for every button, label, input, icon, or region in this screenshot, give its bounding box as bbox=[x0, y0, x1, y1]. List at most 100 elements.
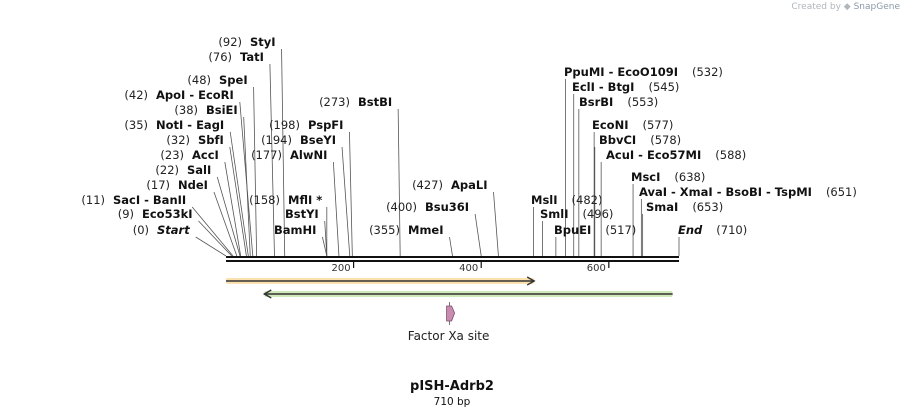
site-position-11: (9) bbox=[118, 207, 134, 221]
site-label-30[interactable]: SmlI bbox=[540, 207, 569, 221]
site-position-32: (638) bbox=[674, 170, 705, 184]
site-line-18 bbox=[322, 236, 328, 257]
site-label-14[interactable]: BseYI bbox=[300, 133, 336, 147]
sequence-length: 710 bp bbox=[434, 396, 471, 408]
site-position-34: (653) bbox=[692, 200, 723, 214]
site-line-9 bbox=[213, 191, 238, 257]
site-position-0: (92) bbox=[218, 35, 242, 49]
site-line-14 bbox=[341, 146, 351, 257]
site-line-22 bbox=[493, 191, 499, 257]
site-position-31: (517) bbox=[605, 223, 636, 237]
site-line-21 bbox=[474, 213, 482, 257]
site-label-7[interactable]: AccI bbox=[192, 148, 219, 162]
reverse-feature-arrowhead-icon bbox=[262, 289, 272, 299]
site-label-35[interactable]: End bbox=[678, 223, 703, 237]
ruler-tick-label-1: 400 bbox=[459, 263, 478, 274]
site-label-12[interactable]: Start bbox=[157, 223, 190, 237]
site-line-11 bbox=[198, 220, 233, 257]
site-label-23[interactable]: PpuMI - EcoO109I bbox=[564, 65, 678, 79]
site-label-8[interactable]: SalI bbox=[187, 163, 211, 177]
ruler: 200 400 600 bbox=[332, 262, 610, 274]
site-label-33[interactable]: AvaI - XmaI - BsoBI - TspMI bbox=[639, 185, 812, 199]
site-position-12: (0) bbox=[133, 223, 149, 237]
ruler-tick-label-2: 600 bbox=[587, 263, 606, 274]
site-position-10: (11) bbox=[81, 193, 105, 207]
site-position-28: (588) bbox=[715, 148, 746, 162]
site-line-0 bbox=[281, 48, 286, 257]
site-label-24[interactable]: EclI - BtgI bbox=[572, 80, 634, 94]
site-label-31[interactable]: BpuEI bbox=[554, 223, 591, 237]
site-line-4 bbox=[243, 116, 251, 257]
site-position-27: (578) bbox=[650, 133, 681, 147]
forward-feature-arrowhead-icon bbox=[526, 276, 536, 286]
site-label-20[interactable]: MmeI bbox=[408, 223, 444, 237]
site-line-5 bbox=[229, 131, 249, 257]
site-position-15: (177) bbox=[251, 148, 282, 162]
site-line-2 bbox=[253, 86, 258, 257]
site-label-11[interactable]: Eco53kI bbox=[142, 207, 193, 221]
site-label-28[interactable]: AcuI - Eco57MI bbox=[606, 148, 701, 162]
site-label-5[interactable]: NotI - EagI bbox=[156, 118, 224, 132]
site-label-21[interactable]: Bsu36I bbox=[425, 200, 469, 214]
site-line-10 bbox=[191, 206, 234, 257]
site-label-9[interactable]: NdeI bbox=[178, 178, 208, 192]
site-position-7: (23) bbox=[160, 148, 184, 162]
site-position-16: (158) bbox=[249, 193, 280, 207]
site-line-20 bbox=[449, 236, 453, 257]
site-label-1[interactable]: TatI bbox=[240, 50, 264, 64]
site-label-4[interactable]: BsiEI bbox=[206, 103, 238, 117]
site-label-10[interactable]: SacI - BanII bbox=[113, 193, 186, 207]
site-position-9: (17) bbox=[146, 178, 170, 192]
site-label-19[interactable]: BstBI bbox=[358, 95, 392, 109]
site-position-25: (553) bbox=[627, 95, 658, 109]
site-label-18[interactable]: BamHI bbox=[274, 223, 316, 237]
snapgene-credit: Created by ◆ SnapGene bbox=[791, 2, 900, 12]
site-position-3: (42) bbox=[124, 88, 148, 102]
site-label-6[interactable]: SbfI bbox=[198, 133, 224, 147]
site-position-2: (48) bbox=[187, 73, 211, 87]
site-label-27[interactable]: BbvCI bbox=[599, 133, 636, 147]
site-line-15 bbox=[332, 161, 340, 257]
site-position-1: (76) bbox=[208, 50, 232, 64]
site-label-17[interactable]: BstYI bbox=[285, 207, 319, 221]
site-line-8 bbox=[216, 176, 241, 257]
site-labels: StyI (92)TatI (76) SpeI (48)ApoI - EcoRI (42)… bbox=[81, 35, 856, 237]
site-position-6: (32) bbox=[166, 133, 190, 147]
site-label-13[interactable]: PspFI bbox=[308, 118, 343, 132]
factor-xa-marker[interactable] bbox=[446, 305, 456, 322]
site-position-20: (355) bbox=[369, 223, 400, 237]
site-line-17 bbox=[324, 220, 328, 257]
site-line-19 bbox=[397, 108, 401, 257]
site-line-12 bbox=[195, 236, 227, 257]
site-line-6 bbox=[229, 146, 247, 257]
site-label-15[interactable]: AlwNI bbox=[290, 148, 327, 162]
features-track bbox=[226, 276, 673, 299]
site-label-3[interactable]: ApoI - EcoRI bbox=[156, 88, 234, 102]
site-position-21: (400) bbox=[386, 200, 417, 214]
ruler-tick-label-0: 200 bbox=[332, 263, 351, 274]
site-line-13 bbox=[349, 131, 353, 257]
site-line-1 bbox=[269, 63, 275, 257]
site-label-22[interactable]: ApaLI bbox=[451, 178, 488, 192]
site-position-14: (194) bbox=[261, 133, 292, 147]
factor-xa-site[interactable]: Factor Xa site bbox=[408, 302, 490, 343]
site-position-30: (496) bbox=[583, 207, 614, 221]
site-position-23: (532) bbox=[692, 65, 723, 79]
site-label-26[interactable]: EcoNI bbox=[592, 118, 628, 132]
sequence-title: pISH-Adrb2 bbox=[410, 379, 494, 394]
site-label-34[interactable]: SmaI bbox=[646, 200, 678, 214]
site-label-29[interactable]: MslI bbox=[531, 193, 558, 207]
site-label-32[interactable]: MscI bbox=[631, 170, 660, 184]
site-position-13: (198) bbox=[269, 118, 300, 132]
site-position-35: (710) bbox=[716, 223, 747, 237]
site-position-24: (545) bbox=[648, 80, 679, 94]
site-line-7 bbox=[224, 161, 242, 257]
site-label-2[interactable]: SpeI bbox=[219, 73, 248, 87]
site-position-8: (22) bbox=[155, 163, 179, 177]
site-label-16[interactable]: MflI * bbox=[288, 193, 322, 207]
site-position-22: (427) bbox=[412, 178, 443, 192]
site-label-25[interactable]: BsrBI bbox=[579, 95, 613, 109]
site-position-5: (35) bbox=[124, 118, 148, 132]
site-label-0[interactable]: StyI bbox=[250, 35, 276, 49]
